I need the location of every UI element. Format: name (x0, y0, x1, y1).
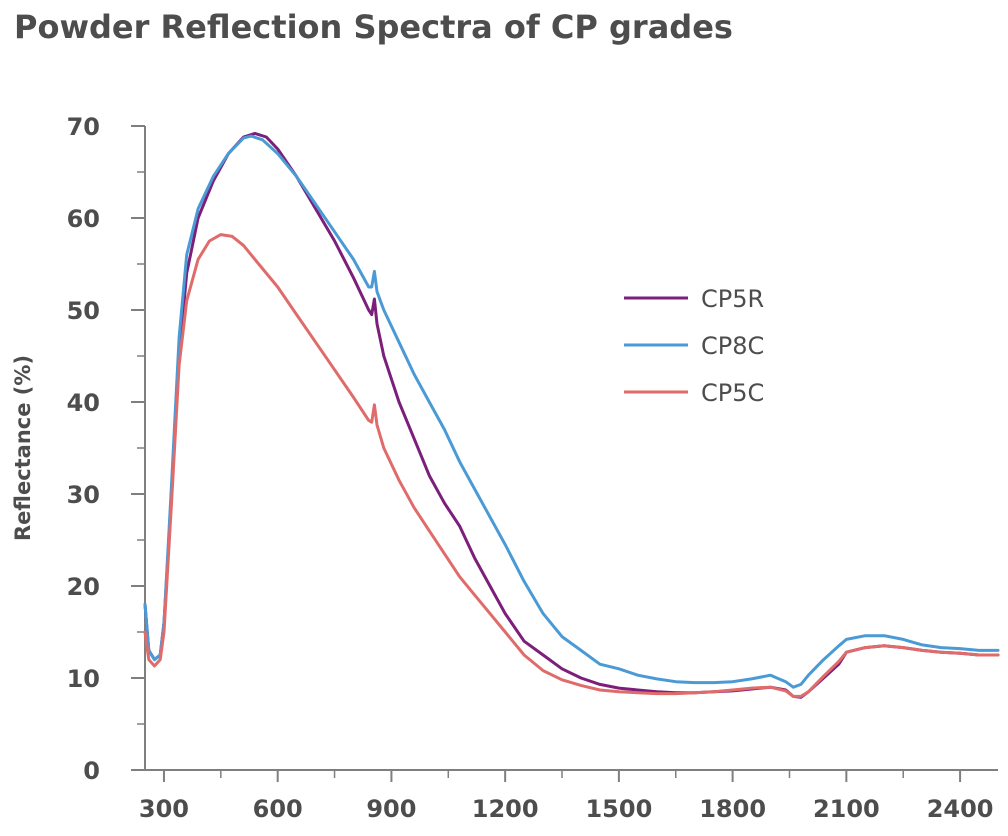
series-line-cp8c (143, 134, 1000, 689)
series-line-cp5r (143, 131, 1000, 699)
y-tick-label: 30 (67, 481, 100, 509)
legend-label-cp5c: CP5C (701, 379, 764, 407)
legend: CP5R CP8C CP5C (624, 285, 764, 407)
y-tick-label: 50 (67, 297, 100, 325)
x-tick-label: 600 (253, 795, 303, 823)
y-tick-label: 20 (67, 573, 100, 601)
legend-label-cp5r: CP5R (701, 285, 764, 313)
x-tick-label: 2100 (813, 795, 880, 823)
series-line-cp5c (143, 233, 1000, 698)
chart-title: Powder Reflection Spectra of CP grades (14, 8, 733, 46)
x-tick-label: 300 (139, 795, 189, 823)
y-tick-label: 40 (67, 389, 100, 417)
x-tick-label: 2400 (927, 795, 994, 823)
x-axis: 300 600 900 1200 1500 1800 2100 2400 (139, 769, 998, 823)
x-tick-label: 900 (366, 795, 416, 823)
legend-label-cp8c: CP8C (701, 332, 764, 360)
y-tick-label: 0 (83, 757, 100, 785)
y-tick-label: 70 (67, 113, 100, 141)
x-tick-label: 1500 (585, 795, 652, 823)
y-tick-label: 10 (67, 665, 100, 693)
series-group (143, 131, 1000, 699)
x-tick-label: 1800 (699, 795, 766, 823)
y-axis-title: Reflectance (%) (11, 355, 35, 541)
y-axis: 0 10 20 30 40 50 60 70 (67, 113, 146, 785)
y-tick-label: 60 (67, 205, 100, 233)
x-tick-label: 1200 (472, 795, 539, 823)
